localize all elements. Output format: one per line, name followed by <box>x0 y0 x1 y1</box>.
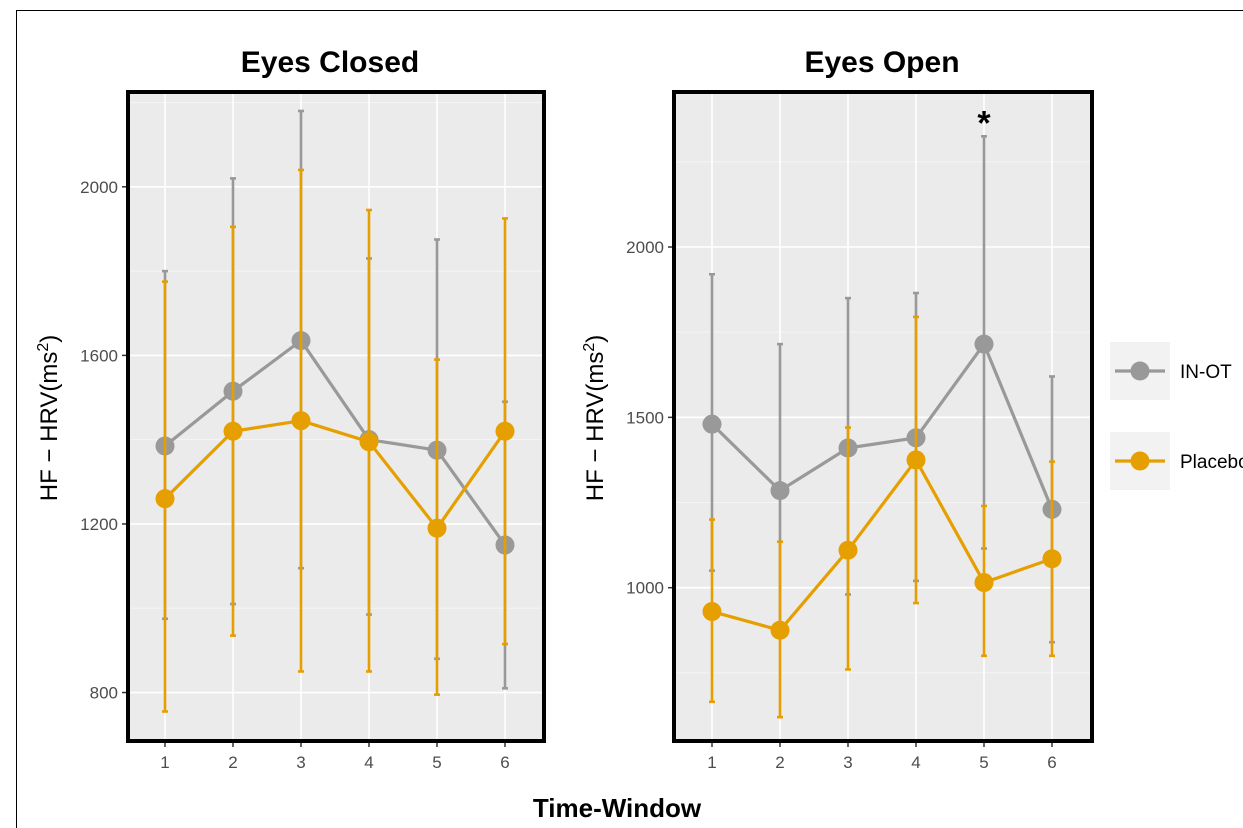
panel-title-eyes-closed: Eyes Closed <box>241 46 419 79</box>
data-point <box>702 602 722 622</box>
series-placebo-eyes-closed <box>155 168 515 713</box>
data-point <box>770 481 790 501</box>
x-tick-label: 5 <box>979 753 988 772</box>
panel-eyes-open: 1000 1500 2000 1 2 3 4 5 6 * <box>626 90 1094 772</box>
panel-title-eyes-open: Eyes Open <box>804 46 959 79</box>
panel-eyes-closed: 800 1200 1600 2000 1 2 3 4 5 6 <box>80 90 546 772</box>
svg-text:HF − HRV(ms2): HF − HRV(ms2) <box>35 335 63 501</box>
series-line <box>163 339 507 546</box>
legend-key-point <box>1130 451 1150 471</box>
y-tick-label: 1200 <box>80 515 118 534</box>
x-tick-label: 5 <box>432 753 441 772</box>
data-point <box>906 450 926 470</box>
data-point <box>291 411 311 431</box>
x-tick-label: 3 <box>296 753 305 772</box>
data-point <box>974 573 994 593</box>
data-point <box>702 414 722 434</box>
y-tick-label: 800 <box>90 684 118 703</box>
plot-background <box>128 92 544 741</box>
x-tick-label: 6 <box>1047 753 1056 772</box>
series-line <box>710 342 1054 510</box>
legend-label: IN-OT <box>1180 362 1232 383</box>
legend-key-point <box>1130 361 1150 381</box>
x-tick-label: 2 <box>228 753 237 772</box>
legend-label: Placebo <box>1180 452 1243 473</box>
y-tick-label: 1600 <box>80 346 118 365</box>
x-axis-label: Time-Window <box>533 793 702 823</box>
data-point <box>223 421 243 441</box>
series-placebo-eyes-open <box>702 315 1062 719</box>
data-point <box>838 540 858 560</box>
x-tick-label: 1 <box>160 753 169 772</box>
svg-text:HF − HRV(ms2): HF − HRV(ms2) <box>581 335 609 501</box>
series-line <box>711 458 1053 632</box>
y-axis-label-eyes-open: HF − HRV(ms2) <box>581 335 609 501</box>
data-point <box>427 518 447 538</box>
data-point <box>495 421 515 441</box>
y-tick-label: 1000 <box>626 579 664 598</box>
panel-border <box>672 90 1094 743</box>
y-tick-label: 2000 <box>626 238 664 257</box>
data-point <box>1042 549 1062 569</box>
plot-background <box>674 92 1092 741</box>
x-tick-label: 2 <box>775 753 784 772</box>
x-tick-label: 3 <box>843 753 852 772</box>
panel-border <box>126 90 546 743</box>
data-point <box>770 620 790 640</box>
figure-border <box>16 10 1243 828</box>
data-point <box>359 432 379 452</box>
data-point <box>974 334 994 354</box>
x-tick-label: 1 <box>707 753 716 772</box>
y-tick-label: 1500 <box>626 408 664 427</box>
legend-item-placebo: Placebo <box>1110 432 1243 490</box>
x-tick-label: 6 <box>500 753 509 772</box>
legend: IN-OT Placebo <box>1110 342 1243 490</box>
series-line <box>163 419 507 530</box>
x-tick-label: 4 <box>364 753 373 772</box>
y-tick-label: 2000 <box>80 178 118 197</box>
data-point <box>155 489 175 509</box>
x-tick-label: 4 <box>911 753 920 772</box>
legend-item-in-ot: IN-OT <box>1110 342 1232 400</box>
significance-star: * <box>977 104 991 142</box>
y-axis-label-eyes-closed: HF − HRV(ms2) <box>35 335 63 501</box>
